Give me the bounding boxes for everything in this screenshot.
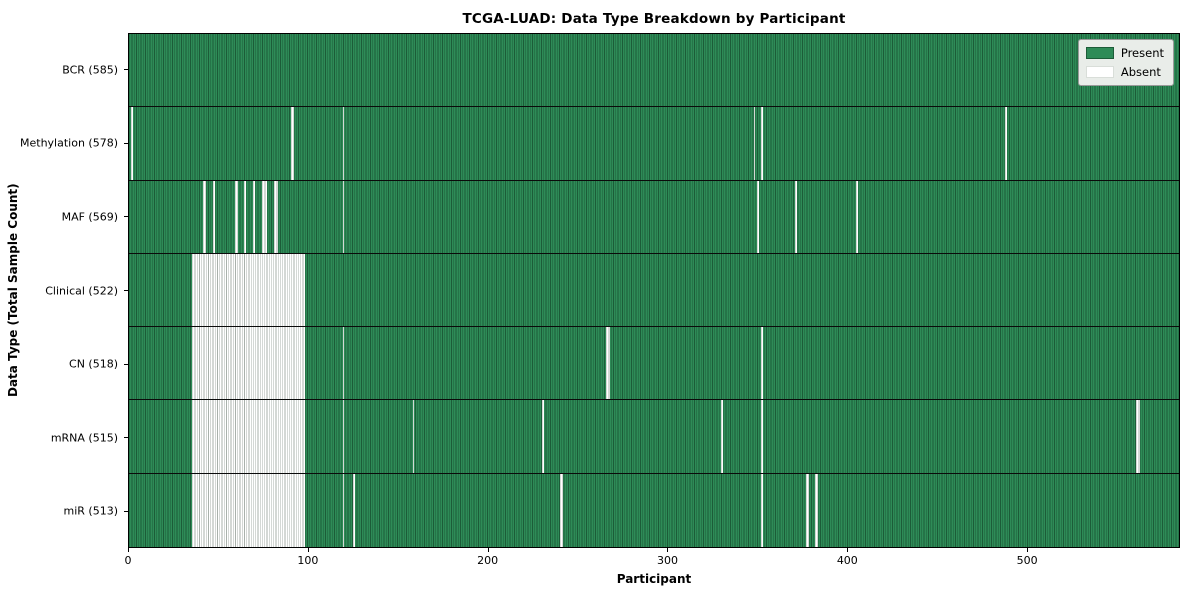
y-tick-label-mir: miR (513) — [63, 504, 119, 518]
absent-segment — [760, 400, 763, 473]
absent-segment — [243, 180, 246, 253]
absent-segment — [213, 180, 216, 253]
legend: Present Absent — [1077, 39, 1174, 86]
y-tick-mark — [124, 216, 128, 218]
row-band-cn — [129, 327, 1179, 401]
plot-area: Present Absent — [128, 33, 1180, 548]
y-tick-mark — [124, 510, 128, 512]
x-tick-label: 500 — [1016, 554, 1038, 567]
x-tick-label: 400 — [836, 554, 858, 567]
y-tick-mark — [124, 437, 128, 439]
row-band-maf — [129, 180, 1179, 254]
y-tick-mark — [124, 69, 128, 71]
legend-label-absent: Absent — [1120, 65, 1161, 79]
y-tick-mark — [124, 142, 128, 144]
y-tick-label-methylation: Methylation (578) — [20, 136, 118, 150]
x-axis-title: Participant — [616, 572, 692, 586]
row-band-mrna — [129, 400, 1179, 474]
absent-segment — [760, 107, 763, 180]
x-tick-label: 0 — [124, 554, 132, 567]
legend-label-present: Present — [1120, 46, 1164, 60]
absent-segment — [290, 107, 295, 180]
absent-segment — [757, 180, 759, 253]
legend-item-present: Present — [1085, 46, 1164, 60]
absent-segment — [261, 180, 268, 253]
x-tick-mark — [847, 548, 849, 552]
absent-segment — [342, 327, 345, 400]
absent-segment — [191, 473, 305, 547]
y-tick-label-cn: CN (518) — [69, 357, 118, 371]
absent-segment — [191, 327, 305, 400]
absent-segment — [274, 180, 278, 253]
absent-segment — [252, 180, 255, 253]
y-axis-tick-labels: BCR (585) Methylation (578) MAF (569) Clini… — [0, 33, 128, 548]
absent-segment — [1004, 107, 1007, 180]
y-tick-label-clinical: Clinical (522) — [45, 284, 118, 297]
absent-segment — [191, 253, 305, 327]
row-band-bcr — [129, 34, 1179, 108]
x-tick-label: 300 — [656, 554, 678, 567]
row-band-clinical — [129, 253, 1179, 328]
absent-swatch-icon — [1085, 66, 1114, 78]
y-tick-mark — [124, 363, 128, 365]
x-tick-label: 100 — [297, 554, 319, 567]
absent-segment — [794, 180, 797, 253]
absent-segment — [606, 327, 610, 400]
y-tick-label-mrna: mRNA (515) — [50, 431, 118, 445]
y-tick-label-bcr: BCR (585) — [62, 63, 118, 77]
legend-item-absent: Absent — [1085, 65, 1164, 79]
absent-segment — [721, 400, 724, 473]
x-tick-mark — [307, 548, 309, 552]
x-tick-label: 200 — [477, 554, 499, 567]
x-tick-mark — [128, 548, 129, 552]
x-tick-mark — [487, 548, 489, 552]
present-swatch-icon — [1085, 47, 1114, 59]
row-band-mir — [129, 473, 1179, 547]
absent-segment — [855, 180, 858, 253]
absent-segment — [541, 400, 544, 473]
absent-segment — [130, 107, 133, 180]
y-tick-mark — [124, 290, 128, 291]
y-tick-label-maf: MAF (569) — [61, 210, 118, 224]
absent-segment — [342, 400, 345, 473]
absent-segment — [191, 400, 305, 473]
absent-segment — [814, 473, 819, 547]
absent-segment — [1135, 400, 1140, 473]
absent-segment — [559, 473, 564, 547]
x-tick-mark — [1027, 548, 1029, 552]
x-tick-mark — [667, 548, 669, 552]
absent-segment — [805, 473, 810, 547]
absent-segment — [412, 400, 415, 473]
absent-segment — [753, 107, 756, 180]
absent-segment — [760, 473, 763, 547]
absent-segment — [234, 180, 239, 253]
row-band-methylation — [129, 107, 1179, 181]
absent-segment — [202, 180, 207, 253]
chart-title: TCGA-LUAD: Data Type Breakdown by Partic… — [462, 11, 846, 27]
absent-segment — [342, 180, 345, 253]
absent-segment — [760, 327, 763, 400]
x-axis-tick-labels: 0 100 200 300 400 500 — [124, 548, 1180, 572]
absent-segment — [353, 473, 356, 547]
absent-segment — [342, 473, 345, 547]
absent-segment — [342, 107, 345, 180]
